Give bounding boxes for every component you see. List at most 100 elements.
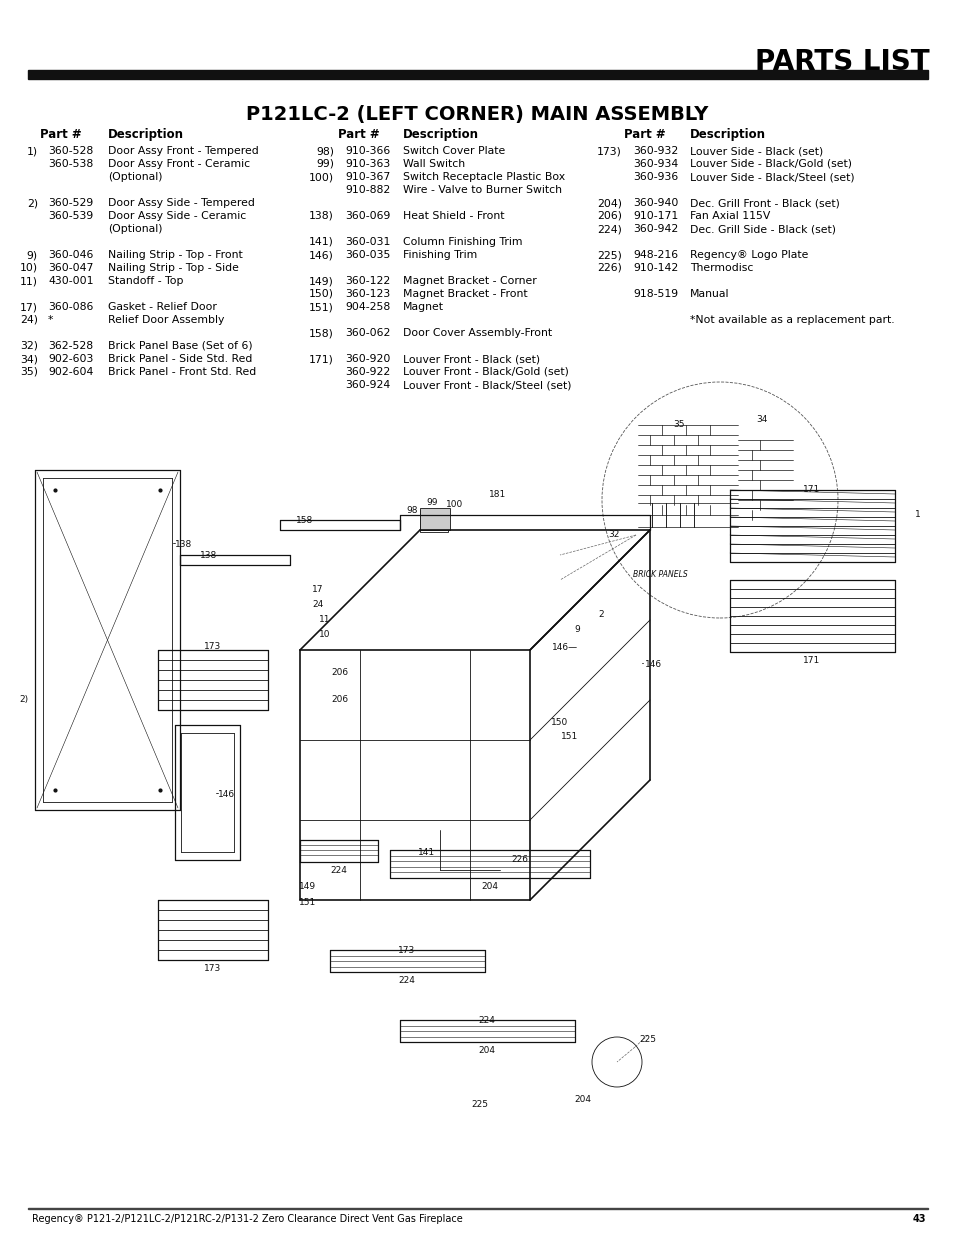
Text: 34): 34) <box>20 354 38 364</box>
Text: Manual: Manual <box>689 289 729 299</box>
Text: Louver Side - Black (set): Louver Side - Black (set) <box>689 146 822 156</box>
Text: (Optional): (Optional) <box>108 172 162 182</box>
Text: 35: 35 <box>673 420 684 429</box>
Text: 360-123: 360-123 <box>345 289 390 299</box>
Text: Wall Switch: Wall Switch <box>402 159 465 169</box>
Text: 173: 173 <box>398 946 416 955</box>
Text: 173: 173 <box>204 965 221 973</box>
Text: 1: 1 <box>914 510 920 519</box>
Text: Dec. Grill Side - Black (set): Dec. Grill Side - Black (set) <box>689 224 835 233</box>
Text: Door Assy Front - Tempered: Door Assy Front - Tempered <box>108 146 258 156</box>
Text: 1): 1) <box>27 146 38 156</box>
Text: Thermodisc: Thermodisc <box>689 263 753 273</box>
Text: Regency® P121-2/P121LC-2/P121RC-2/P131-2 Zero Clearance Direct Vent Gas Fireplac: Regency® P121-2/P121LC-2/P121RC-2/P131-2… <box>32 1214 462 1224</box>
Text: 360-942: 360-942 <box>633 224 678 233</box>
Text: 904-258: 904-258 <box>345 303 390 312</box>
Text: *: * <box>48 315 53 325</box>
Text: Wire - Valve to Burner Switch: Wire - Valve to Burner Switch <box>402 185 561 195</box>
Text: 224): 224) <box>597 224 621 233</box>
Text: Louver Front - Black/Gold (set): Louver Front - Black/Gold (set) <box>402 367 568 377</box>
Text: 99: 99 <box>426 498 437 508</box>
Text: 146: 146 <box>218 790 234 799</box>
Text: 225: 225 <box>639 1035 656 1044</box>
Text: 32): 32) <box>20 341 38 351</box>
Text: 11): 11) <box>20 275 38 287</box>
Text: Door Assy Side - Tempered: Door Assy Side - Tempered <box>108 198 254 207</box>
Text: 360-069: 360-069 <box>345 211 390 221</box>
Text: 360-035: 360-035 <box>345 249 390 261</box>
Text: 204: 204 <box>478 1046 495 1055</box>
Text: 360-528: 360-528 <box>48 146 93 156</box>
Text: Magnet Bracket - Front: Magnet Bracket - Front <box>402 289 527 299</box>
Text: 225: 225 <box>471 1100 488 1109</box>
Text: 360-539: 360-539 <box>48 211 93 221</box>
Text: 17: 17 <box>312 585 323 594</box>
Text: 2: 2 <box>598 610 603 619</box>
Text: 146—: 146— <box>551 643 578 652</box>
Text: 206: 206 <box>331 668 348 677</box>
Text: 204: 204 <box>574 1095 591 1104</box>
Text: 138): 138) <box>309 211 334 221</box>
Text: 138: 138 <box>174 540 193 550</box>
Text: *Not available as a replacement part.: *Not available as a replacement part. <box>689 315 894 325</box>
Text: 10): 10) <box>20 263 38 273</box>
Text: Column Finishing Trim: Column Finishing Trim <box>402 237 522 247</box>
Text: Description: Description <box>108 128 184 141</box>
Text: 141): 141) <box>309 237 334 247</box>
Text: 910-171: 910-171 <box>633 211 678 221</box>
Text: Louver Side - Black/Steel (set): Louver Side - Black/Steel (set) <box>689 172 854 182</box>
Text: 171: 171 <box>802 485 820 494</box>
Text: 206: 206 <box>331 695 348 704</box>
Text: Door Assy Side - Ceramic: Door Assy Side - Ceramic <box>108 211 246 221</box>
Text: 98): 98) <box>315 146 334 156</box>
Text: 226): 226) <box>597 263 621 273</box>
Text: Nailing Strip - Top - Front: Nailing Strip - Top - Front <box>108 249 242 261</box>
Text: P121LC-2 (LEFT CORNER) MAIN ASSEMBLY: P121LC-2 (LEFT CORNER) MAIN ASSEMBLY <box>246 105 707 124</box>
Text: 204): 204) <box>597 198 621 207</box>
Text: 910-882: 910-882 <box>345 185 390 195</box>
Text: Description: Description <box>689 128 765 141</box>
Text: 2): 2) <box>19 695 28 704</box>
Text: Heat Shield - Front: Heat Shield - Front <box>402 211 504 221</box>
Text: Nailing Strip - Top - Side: Nailing Strip - Top - Side <box>108 263 238 273</box>
Text: 224: 224 <box>478 1016 495 1025</box>
Text: 360-031: 360-031 <box>345 237 390 247</box>
Text: 360-922: 360-922 <box>345 367 390 377</box>
Text: 98: 98 <box>406 506 417 515</box>
Text: 360-924: 360-924 <box>345 380 390 390</box>
Text: 902-603: 902-603 <box>48 354 93 364</box>
Text: Door Assy Front - Ceramic: Door Assy Front - Ceramic <box>108 159 250 169</box>
Text: Part #: Part # <box>40 128 82 141</box>
Text: 32: 32 <box>608 530 619 538</box>
Text: 360-936: 360-936 <box>633 172 678 182</box>
Text: 43: 43 <box>911 1214 925 1224</box>
Text: 171): 171) <box>309 354 334 364</box>
Text: 360-062: 360-062 <box>345 329 390 338</box>
Text: 430-001: 430-001 <box>48 275 93 287</box>
Text: 2): 2) <box>27 198 38 207</box>
Text: 100: 100 <box>446 500 463 509</box>
Text: 360-932: 360-932 <box>633 146 678 156</box>
Text: 9: 9 <box>574 625 579 634</box>
Text: 24: 24 <box>312 600 323 609</box>
Text: Relief Door Assembly: Relief Door Assembly <box>108 315 224 325</box>
Text: 100): 100) <box>309 172 334 182</box>
Text: 10: 10 <box>319 630 331 638</box>
Text: Brick Panel - Front Std. Red: Brick Panel - Front Std. Red <box>108 367 256 377</box>
Text: 910-367: 910-367 <box>345 172 390 182</box>
Text: 24): 24) <box>20 315 38 325</box>
Bar <box>28 70 927 79</box>
Text: 910-142: 910-142 <box>633 263 678 273</box>
Text: Gasket - Relief Door: Gasket - Relief Door <box>108 303 216 312</box>
Text: 181: 181 <box>489 490 506 499</box>
Text: 149): 149) <box>309 275 334 287</box>
Text: 151: 151 <box>299 898 316 906</box>
Text: 360-934: 360-934 <box>633 159 678 169</box>
Text: Description: Description <box>402 128 478 141</box>
Text: Magnet: Magnet <box>402 303 443 312</box>
Text: 99): 99) <box>315 159 334 169</box>
Text: 171: 171 <box>802 656 820 664</box>
Text: Magnet Bracket - Corner: Magnet Bracket - Corner <box>402 275 537 287</box>
Text: 948-216: 948-216 <box>633 249 678 261</box>
Text: 146: 146 <box>644 659 661 669</box>
